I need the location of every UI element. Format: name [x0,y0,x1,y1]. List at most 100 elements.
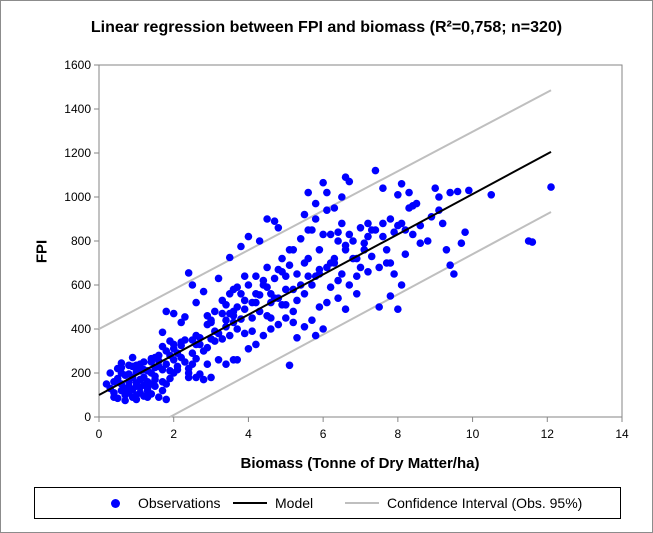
observation-point [244,281,253,289]
observation-point [319,178,327,187]
observation-point [281,314,290,322]
observation-point [338,270,346,278]
ci-lower-line [169,211,552,418]
observation-point [244,345,253,353]
observation-point [364,232,372,241]
observation-point [311,215,320,223]
observation-point [356,263,365,272]
observation-point [326,230,335,239]
observation-point [207,318,215,327]
observation-point [311,199,320,208]
observation-point [450,270,458,278]
observation-point [233,325,242,333]
observation-point [181,313,189,321]
observation-point [222,316,230,325]
legend: Observations Model Confidence Interval (… [34,487,621,519]
observation-point [162,395,171,404]
observation-point [158,386,167,395]
observation-point [237,242,245,251]
observation-point [446,188,454,197]
observation-point [352,290,361,298]
observation-point [300,210,309,219]
observation-point [416,239,425,247]
observation-point [375,263,383,272]
observation-point [162,307,171,316]
x-tick-label: 0 [96,427,103,441]
observation-point [184,373,193,382]
observation-point [382,246,391,254]
observation-point [229,312,238,320]
observation-point [154,393,163,402]
observation-point [375,303,383,311]
observation-point [188,281,197,289]
observation-point [252,340,260,349]
observation-point [169,340,178,349]
x-tick-label: 6 [320,427,327,441]
observation-point [192,298,200,307]
observation-point [125,370,133,378]
observation-point [446,261,454,270]
observation-point [364,268,372,276]
observation-point [181,336,189,344]
observation-point [326,283,335,292]
observation-point [390,270,398,278]
y-tick-label: 600 [71,278,91,292]
observation-point [409,202,417,210]
observation-point [379,184,387,192]
observation-point [315,303,324,311]
observation-point [397,180,406,188]
observation-point [300,259,309,267]
observation-point [211,337,219,345]
observation-point [341,305,350,314]
observation-point [334,276,342,285]
observation-point [397,219,406,228]
x-tick-label: 4 [245,427,252,441]
observation-point [196,370,204,378]
observation-point [252,272,260,281]
observation-point [110,393,118,402]
observation-point [442,246,451,254]
observation-point [308,316,316,325]
observation-point [117,369,126,377]
observation-point [188,349,197,358]
observation-point [397,281,406,289]
observation-point [281,272,290,281]
observation-point [345,177,354,186]
observation-point [188,360,197,369]
observation-point [386,259,395,267]
observation-point [173,362,182,371]
observation-point [158,342,167,351]
observation-point [177,341,185,350]
observation-point [192,331,200,340]
observation-point [338,219,346,228]
y-tick-label: 1000 [64,190,91,204]
x-tick-label: 12 [541,427,555,441]
observation-point [229,356,238,364]
observation-point [394,305,402,314]
observation-point [319,325,327,333]
legend-observations: Observations [111,488,220,518]
observation-point [169,369,178,377]
observation-point [132,382,141,391]
observation-point [435,193,443,201]
observation-point [267,325,275,333]
x-tick-label: 10 [466,427,480,441]
legend-model-line [233,502,267,504]
observation-point [214,356,223,364]
observation-point [274,320,283,329]
observation-point [345,281,354,289]
observation-point [304,272,313,281]
observation-point [311,331,320,340]
observation-point [177,318,185,327]
observation-point [296,235,305,243]
legend-ci: Confidence Interval (Obs. 95%) [345,488,582,518]
observation-point [289,318,298,327]
observation-point [259,331,268,340]
x-tick-label: 2 [170,427,177,441]
observation-point [214,274,223,283]
legend-ci-label: Confidence Interval (Obs. 95%) [387,495,583,511]
observation-point [143,393,152,402]
observation-point [465,186,473,195]
observation-point [304,188,313,197]
observation-point [438,219,447,228]
